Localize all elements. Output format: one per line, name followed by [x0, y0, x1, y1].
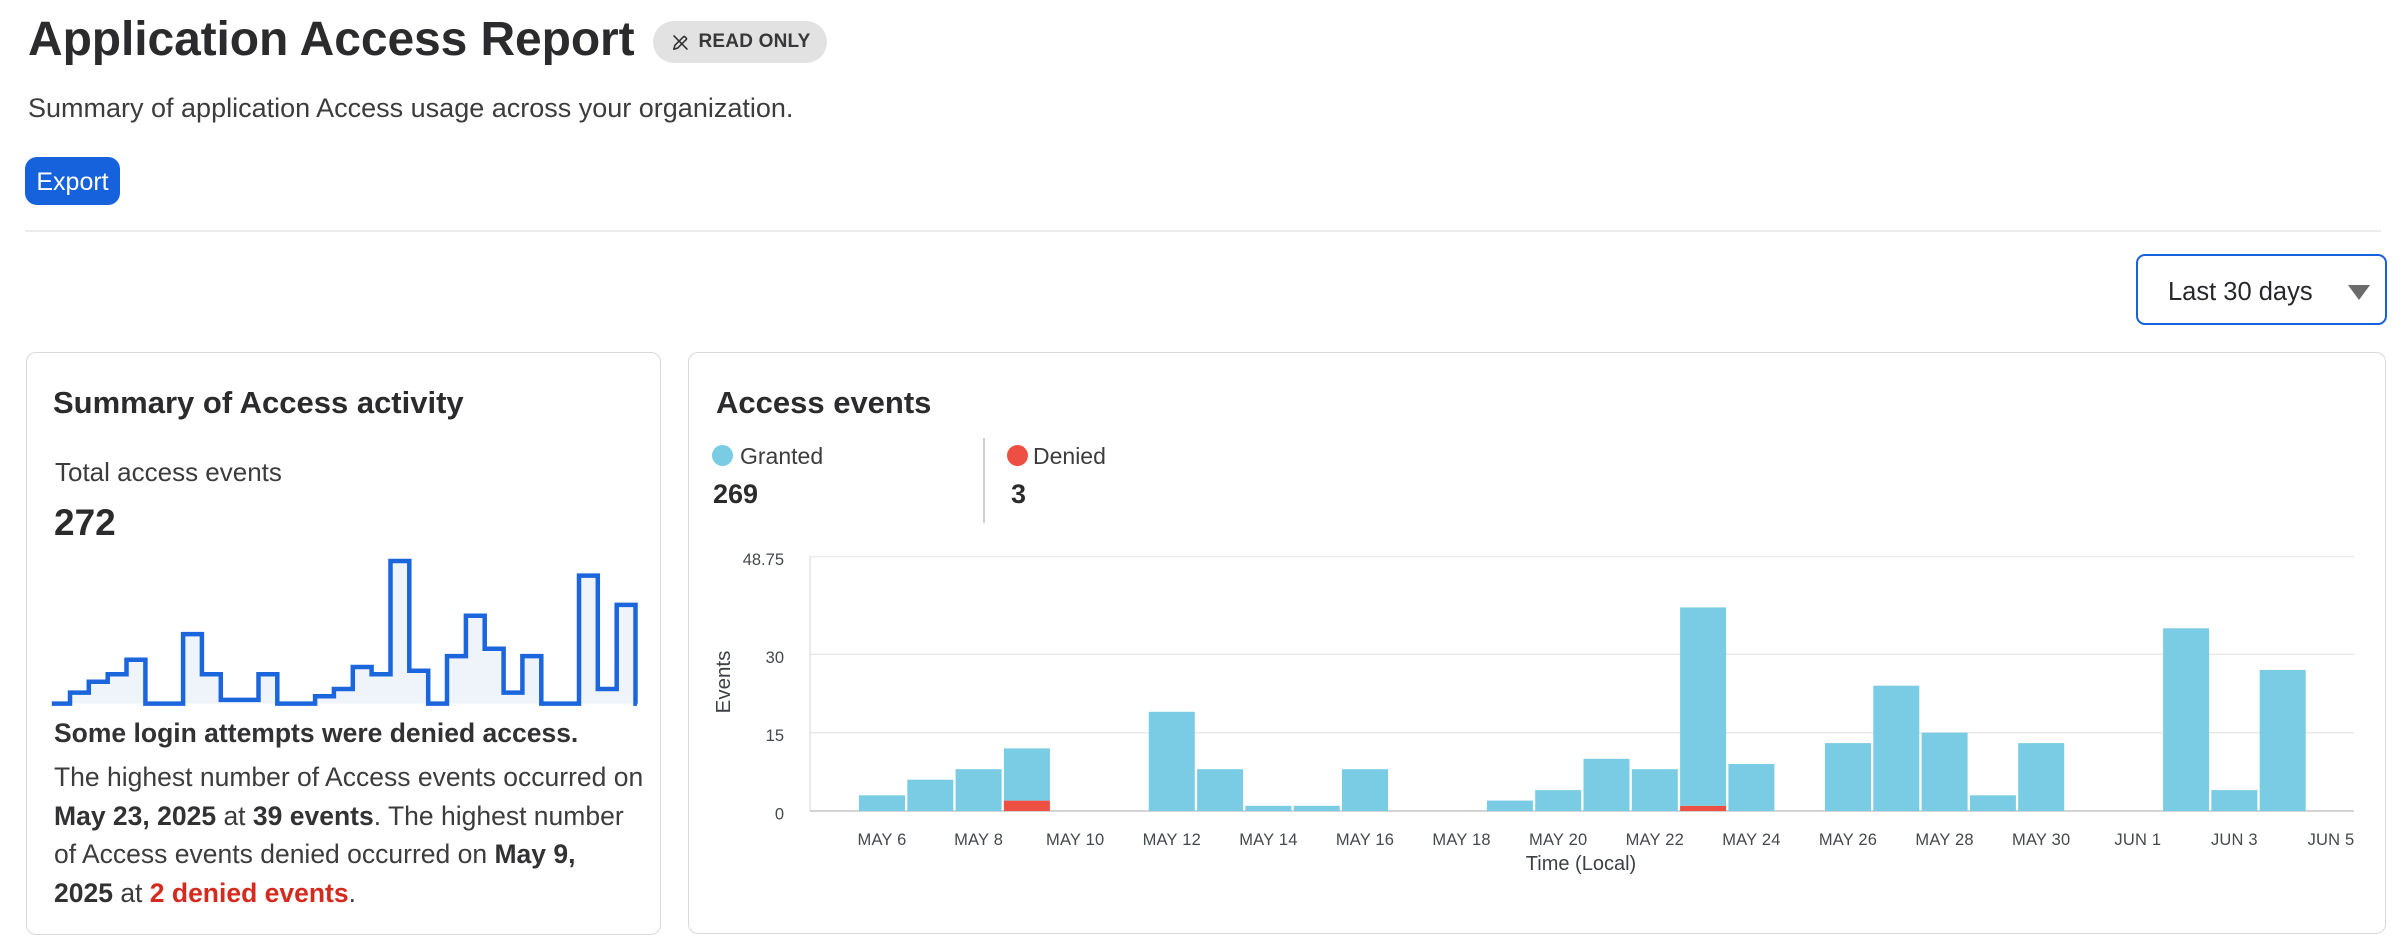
svg-text:MAY 16: MAY 16: [1336, 831, 1394, 849]
svg-text:MAY 14: MAY 14: [1239, 831, 1297, 849]
svg-text:MAY 10: MAY 10: [1046, 831, 1104, 849]
svg-text:MAY 6: MAY 6: [858, 831, 907, 849]
svg-text:Time (Local): Time (Local): [1526, 853, 1636, 875]
svg-text:MAY 20: MAY 20: [1529, 831, 1587, 849]
svg-text:MAY 26: MAY 26: [1819, 831, 1877, 849]
svg-text:JUN 5: JUN 5: [2308, 831, 2355, 849]
svg-text:MAY 18: MAY 18: [1432, 831, 1490, 849]
svg-text:MAY 22: MAY 22: [1626, 831, 1684, 849]
svg-text:MAY 12: MAY 12: [1143, 831, 1201, 849]
svg-text:0: 0: [775, 806, 784, 824]
svg-text:JUN 1: JUN 1: [2114, 831, 2161, 849]
svg-text:15: 15: [766, 727, 784, 745]
svg-text:MAY 24: MAY 24: [1722, 831, 1780, 849]
svg-text:48.75: 48.75: [743, 551, 784, 569]
svg-text:Events: Events: [712, 651, 735, 714]
svg-text:30: 30: [766, 649, 784, 667]
svg-text:MAY 8: MAY 8: [954, 831, 1003, 849]
svg-text:JUN 3: JUN 3: [2211, 831, 2258, 849]
svg-text:MAY 30: MAY 30: [2012, 831, 2070, 849]
svg-text:MAY 28: MAY 28: [1915, 831, 1973, 849]
